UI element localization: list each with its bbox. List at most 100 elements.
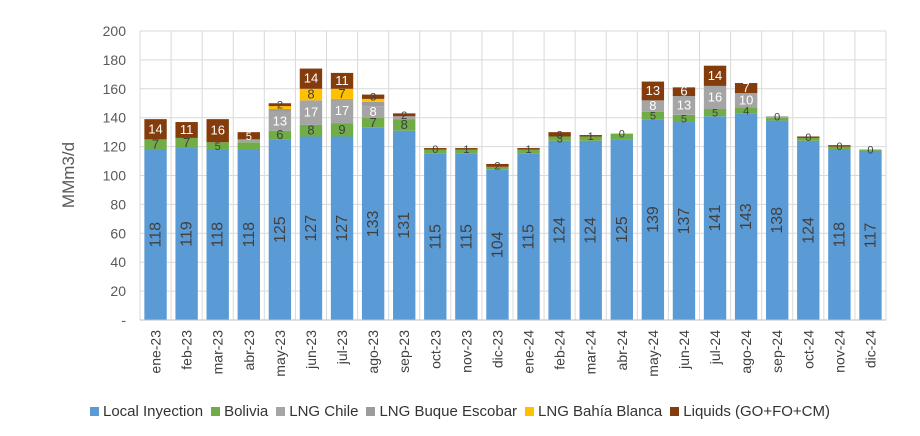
bar-segment [175,148,198,320]
y-tick-label: 80 [110,196,126,212]
x-tick-label: abr-23 [241,330,257,371]
bar-data-label: 1 [525,144,531,156]
bar-segment [703,116,727,320]
bar-segment [268,139,292,320]
bar-segment [361,117,385,128]
bar-segment [548,140,571,320]
bar-data-label: 2 [277,100,283,112]
x-tick-label: jul-24 [707,330,723,365]
bar-data-label: 0 [867,144,873,156]
bar-data-label: 7 [152,136,159,151]
y-tick-label: 100 [103,168,127,184]
bar-data-label: 3 [557,134,563,146]
bar-data-label: 139 [645,206,662,233]
bar-data-label: 115 [458,224,475,250]
bar-data-label: 1 [588,131,594,143]
y-tick-label: 140 [103,110,127,126]
bar-segment [361,127,385,320]
bar-segment [393,113,416,117]
bar-segment [641,119,665,321]
x-tick-label: sep-23 [396,330,412,373]
y-tick-label: 120 [103,139,127,155]
bar-data-label: 1 [463,144,469,156]
bar-data-label: 11 [335,73,349,88]
y-axis: - 20 40 60 80 100 120 140 160 180 200 [103,23,127,328]
bar-segment [797,140,820,320]
legend-label: LNG Bahía Blanca [538,403,663,420]
x-tick-label: abr-24 [614,330,630,371]
legend-label: Liquids (GO+FO+CM) [683,403,830,420]
bar-segment [548,132,571,137]
bar-data-label: 5 [681,113,687,125]
x-tick-label: oct-23 [427,330,443,369]
bar-segment [144,119,167,140]
bar-data-label: 9 [338,122,345,137]
bar-data-label: 11 [180,122,194,137]
bar-segment [175,137,198,149]
bar-data-label: 143 [738,203,755,230]
bar-segment [330,98,354,124]
gridlines [139,30,887,321]
bar-data-label: 3 [370,92,376,104]
bar-data-label: 14 [708,68,722,83]
bar-segment [672,96,696,115]
bar-data-label: 118 [831,222,848,248]
x-tick-label: ene-24 [521,330,537,374]
legend-label: Bolivia [224,403,269,420]
x-axis: ene-23 feb-23 mar-23 abr-23 may-23 jun-23 jul-… [140,319,886,377]
y-tick-label: - [121,312,126,328]
x-tick-label: sep-24 [769,330,785,373]
legend-item: LNG Chile [276,403,358,420]
bar-segment [237,132,260,140]
y-tick-label: 20 [110,283,126,299]
y-tick-label: 160 [103,81,127,97]
bar-segment [828,146,851,150]
bar-data-label: 124 [583,217,600,244]
x-tick-label: may-24 [645,330,661,377]
bar-data-label: 6 [680,84,687,99]
bar-data-label: 5 [650,111,656,123]
bar-data-label: 118 [241,222,258,248]
bar-data-label: 7 [183,135,190,150]
bar-segment [672,87,696,97]
bar-segment [299,88,323,101]
bar-segment [268,111,292,131]
bar-segment [517,149,540,154]
x-tick-label: feb-23 [179,330,195,370]
bar-data-label: 0 [805,132,811,144]
bar-segment [703,109,727,117]
bar-data-label: 119 [179,221,196,247]
bar-data-label: 8 [307,123,314,138]
bar-segment [361,106,385,118]
bar-segment [579,135,602,137]
bars [144,65,882,321]
bar-segment [268,103,292,107]
x-tick-label: ago-23 [365,330,381,374]
bar-segment [237,139,260,143]
bar-segment [579,136,602,141]
bar-segment [797,137,820,141]
x-tick-label: ene-23 [148,330,164,374]
bar-segment [703,85,727,110]
bar-segment [424,148,447,150]
bar-segment [797,136,820,138]
bar-segment [206,142,229,150]
bar-data-label: 115 [427,224,444,250]
x-tick-label: nov-24 [831,330,847,373]
x-tick-label: mar-24 [583,330,599,375]
bar-segment [828,149,851,320]
bar-segment [393,119,416,131]
bar-data-label: 118 [210,222,227,248]
bar-segment [237,142,260,150]
bar-data-label: 7 [743,80,750,95]
bar-segment [455,153,478,320]
bar-data-label: 124 [552,217,569,244]
bar-data-label: 8 [401,117,408,132]
bar-data-label: 133 [365,210,382,237]
bar-segment [455,148,478,150]
legend-swatch [670,407,680,416]
bar-data-label: 115 [521,224,538,250]
bar-segment [672,114,696,123]
x-tick-label: dic-24 [862,330,878,368]
bar-data-label: 118 [148,222,165,248]
